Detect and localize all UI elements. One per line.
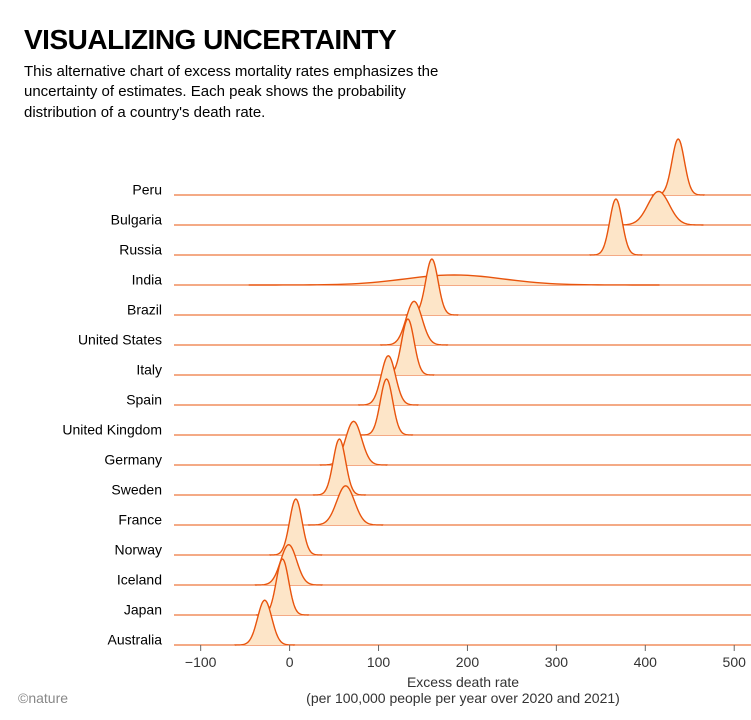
x-tick-label: 200 [456, 654, 480, 670]
x-tick-label: 300 [545, 654, 569, 670]
x-tick-label: 400 [634, 654, 658, 670]
country-label: Spain [126, 391, 162, 407]
country-label: Norway [115, 541, 162, 557]
country-label: Peru [132, 181, 162, 197]
country-label: Japan [124, 601, 162, 617]
ridge-fill [652, 139, 704, 195]
x-axis-subtitle: (per 100,000 people per year over 2020 a… [306, 690, 620, 706]
x-tick-label: 100 [367, 654, 391, 670]
country-label: Iceland [117, 571, 162, 587]
country-label: United Kingdom [62, 421, 162, 437]
country-label: Brazil [127, 301, 162, 317]
country-label: Sweden [111, 481, 162, 497]
credit-text: ©nature [18, 690, 68, 706]
country-label: Russia [119, 241, 162, 257]
x-tick-label: −100 [185, 654, 217, 670]
country-label: Germany [104, 451, 162, 467]
country-label: India [132, 271, 163, 287]
country-label: United States [78, 331, 162, 347]
x-axis-title: Excess death rate [407, 674, 519, 690]
chart-title: VISUALIZING UNCERTAINTY [24, 24, 731, 56]
country-label: Bulgaria [111, 211, 163, 227]
country-label: Italy [136, 361, 162, 377]
chart-subtitle: This alternative chart of excess mortali… [24, 62, 464, 123]
country-label: Australia [108, 631, 163, 647]
ridgeline-chart: Peru Bulgaria Russia India Brazil United Stat… [24, 135, 731, 707]
x-tick-label: 500 [723, 654, 747, 670]
country-label: France [118, 511, 162, 527]
x-tick-label: 0 [286, 654, 294, 670]
